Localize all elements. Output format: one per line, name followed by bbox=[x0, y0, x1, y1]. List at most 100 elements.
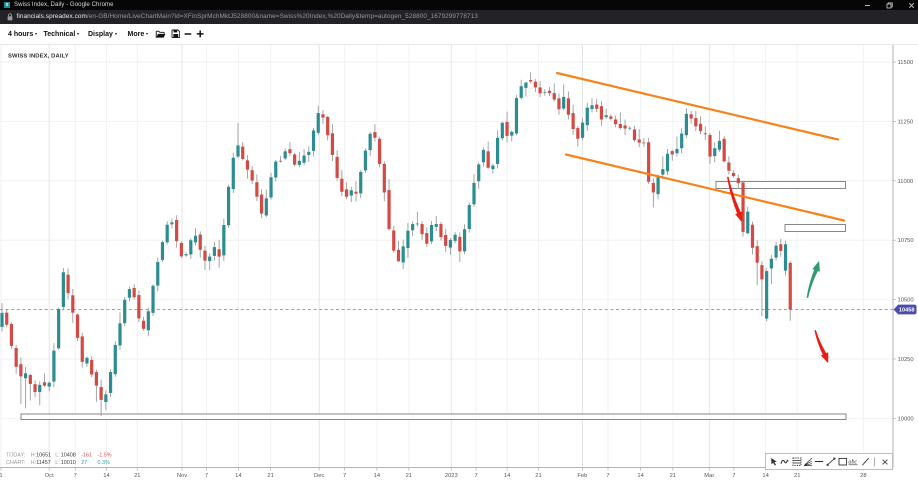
price-box[interactable] bbox=[20, 413, 847, 420]
time-axis-label: Mar bbox=[704, 473, 714, 479]
legend-row-label: CHART: bbox=[6, 460, 25, 466]
candle bbox=[0, 312, 4, 327]
candle bbox=[387, 190, 391, 230]
candle bbox=[736, 178, 740, 184]
open-folder-icon[interactable] bbox=[155, 29, 166, 40]
trend-line-tool-icon[interactable] bbox=[826, 457, 836, 466]
candle bbox=[703, 133, 707, 135]
candle bbox=[61, 272, 65, 307]
candle bbox=[722, 138, 726, 162]
rectangle-tool-icon[interactable] bbox=[838, 457, 848, 466]
candle bbox=[580, 122, 585, 138]
candle bbox=[453, 234, 457, 241]
menu-timeframe[interactable]: 4 hours bbox=[8, 30, 34, 38]
sell-arrow-2[interactable] bbox=[814, 330, 829, 364]
candle bbox=[694, 118, 698, 127]
candle bbox=[373, 132, 377, 138]
candle bbox=[717, 140, 722, 150]
candle bbox=[108, 372, 113, 393]
candle bbox=[741, 182, 745, 232]
legend-change: 27 bbox=[81, 460, 87, 466]
candle bbox=[142, 320, 146, 329]
time-axis-label: 14 bbox=[504, 473, 511, 479]
candle bbox=[779, 244, 783, 251]
candle bbox=[255, 182, 259, 197]
legend-change-pct: 0.3% bbox=[98, 460, 110, 466]
time-axis-label: 14 bbox=[103, 473, 110, 479]
zoom-in-icon[interactable] bbox=[196, 29, 205, 39]
candle bbox=[552, 93, 556, 100]
price-box[interactable] bbox=[784, 224, 846, 232]
candle bbox=[533, 81, 537, 88]
candle bbox=[491, 165, 495, 170]
candle bbox=[241, 146, 245, 159]
url-domain: financials.spreadex.com bbox=[16, 13, 87, 20]
pattern-grid-tool-icon[interactable] bbox=[792, 457, 802, 466]
url-text[interactable]: financials.spreadex.com/en-GB/Home/LiveC… bbox=[17, 10, 478, 24]
restore-icon[interactable] bbox=[886, 2, 893, 9]
menu-more[interactable]: More bbox=[127, 30, 145, 38]
time-axis-label: 14 bbox=[235, 473, 242, 479]
candle bbox=[264, 198, 268, 216]
svg-text:H:: H: bbox=[31, 453, 36, 459]
candle bbox=[519, 86, 523, 98]
candle bbox=[505, 121, 509, 136]
legend-low: 10010 bbox=[61, 460, 76, 466]
menu-display[interactable]: Display bbox=[88, 30, 113, 38]
candle-bodies bbox=[0, 80, 792, 403]
candle bbox=[260, 194, 264, 214]
price-axis-label: 10250 bbox=[898, 357, 914, 363]
freehand-tool-icon[interactable] bbox=[779, 457, 790, 466]
price-boxes[interactable] bbox=[20, 181, 847, 420]
close-icon[interactable] bbox=[908, 2, 915, 9]
candle-wicks bbox=[1, 72, 791, 417]
fan-lines-tool-icon[interactable] bbox=[803, 457, 813, 466]
candle bbox=[439, 224, 443, 238]
candle bbox=[481, 149, 486, 163]
text-tool-icon[interactable]: abc bbox=[848, 457, 859, 466]
diagonal-line-tool-icon[interactable] bbox=[861, 457, 870, 466]
save-icon[interactable] bbox=[171, 29, 181, 39]
candle bbox=[496, 137, 500, 164]
candle bbox=[208, 256, 212, 262]
candle bbox=[401, 246, 405, 263]
browser-address-bar[interactable]: financials.spreadex.com/en-GB/Home/LiveC… bbox=[0, 10, 918, 24]
candle bbox=[38, 384, 42, 393]
time-axis-label: Dec bbox=[314, 473, 324, 479]
candle bbox=[623, 125, 627, 129]
candle bbox=[231, 157, 235, 190]
svg-text:L:: L: bbox=[55, 460, 60, 466]
trendline[interactable] bbox=[555, 71, 840, 141]
menu-technical[interactable]: Technical bbox=[43, 30, 76, 38]
time-axis-label: 7 bbox=[74, 473, 77, 479]
site-favicon: S bbox=[4, 2, 10, 8]
candle bbox=[590, 105, 594, 110]
candle bbox=[5, 312, 9, 325]
price-box[interactable] bbox=[715, 181, 846, 189]
horizontal-line-tool-icon[interactable] bbox=[814, 460, 824, 463]
chart-menu-bar: 4 hours Technical Display More bbox=[0, 23, 918, 45]
channel-trendlines[interactable] bbox=[555, 71, 846, 222]
sell-arrow-1[interactable] bbox=[727, 176, 743, 223]
candle bbox=[311, 130, 316, 151]
candle bbox=[665, 153, 670, 172]
candle bbox=[514, 98, 519, 134]
close-toolbar-icon[interactable] bbox=[881, 458, 889, 466]
candle bbox=[486, 151, 490, 168]
pointer-tool-icon[interactable] bbox=[770, 457, 779, 466]
zoom-out-icon[interactable] bbox=[184, 32, 192, 36]
time-axis-label: 21 bbox=[794, 473, 800, 479]
price-axis-label: 10500 bbox=[898, 298, 914, 304]
minimize-icon[interactable] bbox=[864, 2, 871, 9]
candle bbox=[458, 236, 462, 252]
candle bbox=[330, 133, 334, 155]
time-axis-label: 21 bbox=[134, 473, 140, 479]
candle bbox=[788, 262, 792, 310]
candle bbox=[769, 258, 773, 269]
candle bbox=[274, 161, 278, 178]
candle bbox=[609, 116, 613, 119]
buy-arrow[interactable] bbox=[806, 260, 820, 299]
trendline[interactable] bbox=[564, 153, 846, 222]
